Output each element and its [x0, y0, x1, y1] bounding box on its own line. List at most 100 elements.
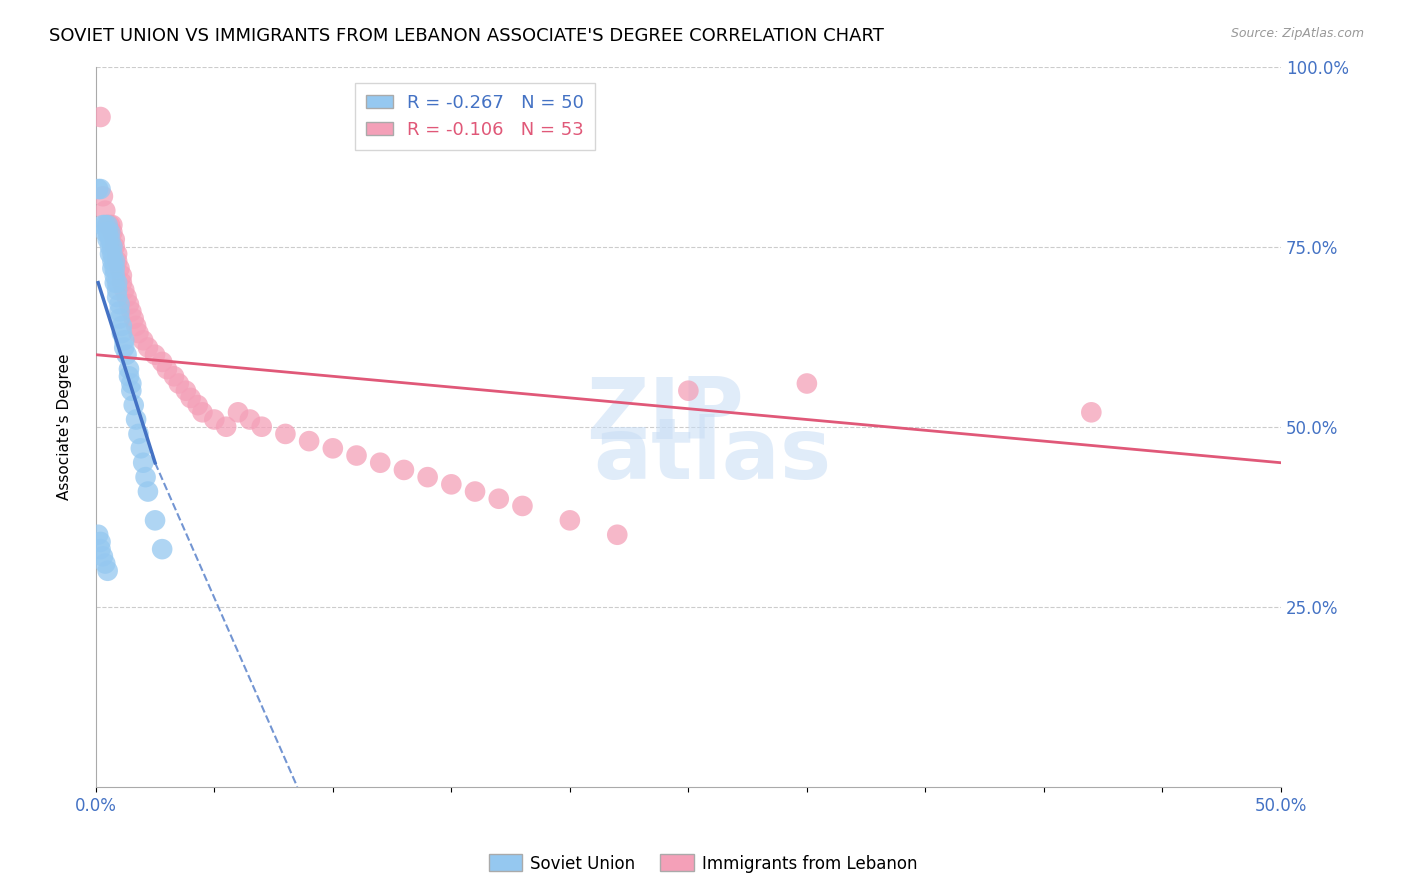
Point	[94, 218, 117, 232]
Point	[120, 384, 142, 398]
Point	[87, 528, 110, 542]
Point	[101, 218, 124, 232]
Point	[97, 232, 120, 246]
Point	[156, 362, 179, 376]
Point	[416, 470, 439, 484]
Point	[322, 442, 344, 456]
Point	[91, 218, 114, 232]
Point	[105, 254, 128, 268]
Point	[298, 434, 321, 449]
Point	[215, 419, 238, 434]
Point	[136, 341, 159, 355]
Point	[191, 405, 214, 419]
Point	[104, 261, 127, 276]
Point	[104, 240, 127, 254]
Point	[125, 412, 148, 426]
Point	[112, 341, 135, 355]
Point	[250, 419, 273, 434]
Point	[111, 318, 134, 333]
Point	[94, 557, 117, 571]
Point	[440, 477, 463, 491]
Point	[606, 528, 628, 542]
Point	[346, 449, 368, 463]
Point	[132, 456, 155, 470]
Point	[202, 412, 225, 426]
Y-axis label: Associate's Degree: Associate's Degree	[58, 353, 72, 500]
Point	[101, 261, 124, 276]
Point	[180, 391, 202, 405]
Point	[163, 369, 186, 384]
Point	[135, 470, 157, 484]
Point	[150, 542, 173, 557]
Point	[108, 311, 131, 326]
Point	[150, 355, 173, 369]
Point	[122, 398, 145, 412]
Point	[129, 442, 152, 456]
Point	[91, 549, 114, 564]
Point	[94, 203, 117, 218]
Point	[122, 311, 145, 326]
Point	[98, 225, 121, 239]
Point	[127, 426, 149, 441]
Point	[488, 491, 510, 506]
Point	[97, 225, 120, 239]
Point	[111, 326, 134, 340]
Point	[101, 254, 124, 268]
Point	[115, 348, 138, 362]
Point	[678, 384, 700, 398]
Point	[120, 304, 142, 318]
Point	[392, 463, 415, 477]
Point	[112, 283, 135, 297]
Point	[98, 247, 121, 261]
Point	[87, 182, 110, 196]
Point	[97, 218, 120, 232]
Point	[90, 110, 112, 124]
Point	[174, 384, 197, 398]
Point	[101, 240, 124, 254]
Point	[105, 276, 128, 290]
Point	[143, 348, 166, 362]
Point	[90, 542, 112, 557]
Point	[101, 225, 124, 239]
Point	[101, 247, 124, 261]
Point	[136, 484, 159, 499]
Legend: R = -0.267   N = 50, R = -0.106   N = 53: R = -0.267 N = 50, R = -0.106 N = 53	[354, 83, 595, 150]
Text: Source: ZipAtlas.com: Source: ZipAtlas.com	[1230, 27, 1364, 40]
Point	[94, 225, 117, 239]
Point	[143, 513, 166, 527]
Point	[105, 283, 128, 297]
Point	[97, 564, 120, 578]
Point	[90, 182, 112, 196]
Point	[91, 189, 114, 203]
Point	[368, 456, 391, 470]
Point	[274, 426, 297, 441]
Point	[118, 362, 141, 376]
Point	[239, 412, 262, 426]
Point	[120, 376, 142, 391]
Text: ZIP: ZIP	[586, 375, 744, 458]
Point	[97, 218, 120, 232]
Point	[105, 290, 128, 304]
Point	[187, 398, 209, 412]
Point	[105, 247, 128, 261]
Point	[132, 333, 155, 347]
Point	[98, 240, 121, 254]
Point	[112, 333, 135, 347]
Point	[111, 268, 134, 283]
Point	[104, 268, 127, 283]
Text: atlas: atlas	[593, 414, 831, 497]
Point	[226, 405, 249, 419]
Point	[796, 376, 818, 391]
Point	[90, 535, 112, 549]
Point	[104, 276, 127, 290]
Point	[1080, 405, 1102, 419]
Point	[111, 276, 134, 290]
Legend: Soviet Union, Immigrants from Lebanon: Soviet Union, Immigrants from Lebanon	[482, 847, 924, 880]
Point	[118, 369, 141, 384]
Point	[558, 513, 581, 527]
Point	[98, 218, 121, 232]
Point	[464, 484, 486, 499]
Text: SOVIET UNION VS IMMIGRANTS FROM LEBANON ASSOCIATE'S DEGREE CORRELATION CHART: SOVIET UNION VS IMMIGRANTS FROM LEBANON …	[49, 27, 884, 45]
Point	[127, 326, 149, 340]
Point	[108, 304, 131, 318]
